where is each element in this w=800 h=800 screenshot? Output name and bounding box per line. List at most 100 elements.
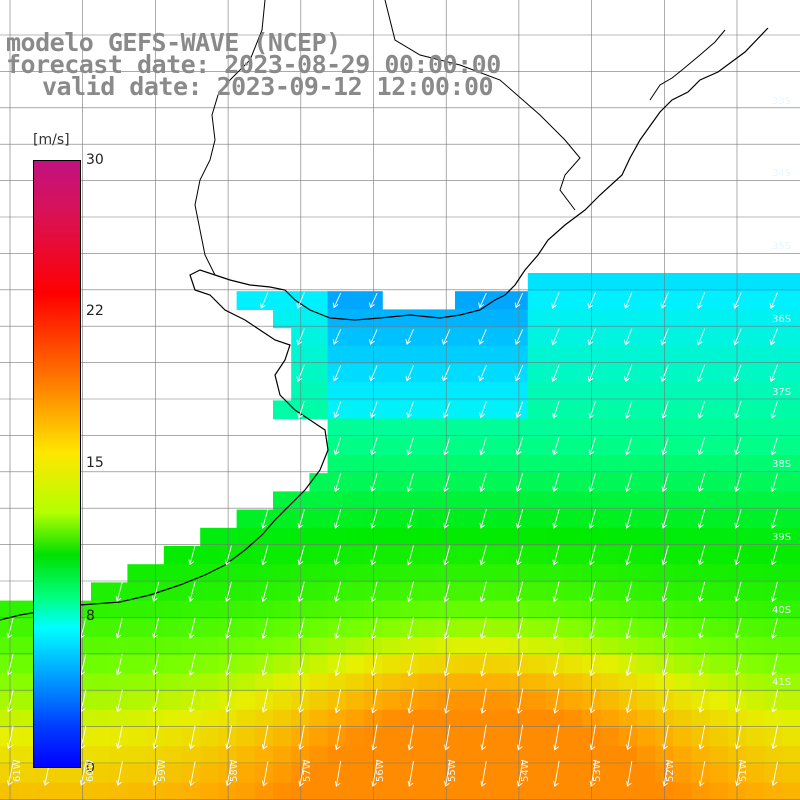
wind-cell — [382, 691, 401, 711]
wind-cell — [0, 655, 19, 674]
wind-cell — [618, 782, 638, 800]
wind-cell — [109, 691, 128, 711]
wind-cell — [709, 782, 729, 800]
wind-arrow — [733, 328, 742, 346]
wind-arrow — [660, 364, 669, 383]
wind-cell — [782, 582, 800, 602]
wind-cell — [746, 728, 765, 747]
wind-arrow — [698, 725, 706, 750]
wind-cell — [782, 728, 800, 747]
wind-cell — [236, 673, 256, 693]
wind-cell — [673, 345, 693, 365]
wind-cell — [673, 527, 693, 547]
wind-arrow — [407, 652, 414, 677]
wind-cell — [163, 582, 183, 602]
wind-cell — [273, 673, 292, 693]
wind-cell — [782, 309, 800, 329]
wind-cell — [127, 709, 147, 729]
wind-cell — [182, 546, 201, 565]
wind-cell — [709, 418, 729, 438]
wind-cell — [746, 327, 765, 347]
wind-cell — [254, 564, 274, 583]
wind-arrow — [698, 689, 706, 713]
wind-cell — [491, 345, 511, 365]
wind-cell — [254, 509, 274, 529]
wind-arrow — [553, 688, 560, 714]
wind-arrow — [332, 292, 342, 309]
wind-cell — [782, 491, 800, 511]
wind-arrow — [589, 652, 596, 677]
wind-cell — [18, 746, 37, 765]
wind-cell — [309, 655, 329, 674]
wind-cell — [600, 382, 620, 401]
wind-cell — [600, 455, 620, 474]
wind-cell — [345, 291, 365, 310]
wind-cell — [746, 764, 765, 784]
wind-arrow — [405, 365, 414, 382]
wind-cell — [91, 709, 110, 729]
wind-cell — [327, 691, 347, 711]
wind-cell — [746, 709, 765, 729]
wind-cell — [491, 491, 511, 511]
wind-cell — [764, 455, 784, 474]
wind-cell — [273, 637, 292, 656]
wind-cell — [527, 327, 547, 347]
wind-arrow — [188, 689, 196, 713]
wind-cell — [764, 691, 784, 711]
wind-cell — [218, 728, 238, 747]
wind-cell — [455, 455, 474, 474]
wind-arrow — [516, 545, 524, 566]
wind-cell — [527, 582, 547, 602]
wind-cell — [782, 709, 800, 729]
wind-arrow — [334, 617, 342, 640]
wind-cell — [746, 546, 765, 565]
wind-cell — [673, 709, 693, 729]
wind-cell — [327, 455, 347, 474]
wind-arrow — [588, 437, 596, 456]
wind-cell — [200, 746, 219, 765]
wind-cell — [527, 691, 547, 711]
lon-label: 61W — [12, 759, 23, 782]
wind-cell — [728, 728, 747, 747]
wind-arrow — [588, 509, 596, 529]
wind-cell — [236, 746, 256, 765]
wind-cell — [309, 527, 329, 547]
wind-cell — [345, 327, 365, 347]
wind-cell — [764, 546, 784, 565]
wind-cell — [600, 291, 620, 310]
wind-arrow — [224, 581, 232, 603]
wind-cell — [764, 582, 784, 602]
wind-arrow — [152, 617, 160, 639]
wind-cell — [637, 436, 656, 456]
wind-cell — [618, 618, 638, 638]
wind-cell — [382, 527, 401, 547]
wind-cell — [527, 382, 547, 401]
wind-arrow — [662, 760, 669, 787]
wind-cell — [163, 564, 183, 583]
lon-label: 58W — [229, 759, 240, 782]
wind-cell — [327, 600, 347, 620]
wind-arrow — [407, 724, 414, 751]
wind-cell — [418, 582, 438, 602]
wind-arrow — [188, 545, 196, 566]
wind-cell — [491, 618, 511, 638]
wind-cell — [746, 746, 765, 765]
wind-arrow — [769, 292, 778, 309]
lon-label: 53W — [592, 759, 603, 782]
wind-cell — [145, 782, 165, 800]
wind-cell — [218, 746, 238, 765]
wind-cell — [345, 382, 365, 401]
wind-arrow — [552, 545, 560, 566]
wind-cell — [200, 728, 219, 747]
wind-arrow — [478, 329, 487, 345]
lat-label: 35S — [772, 241, 792, 252]
wind-cell — [564, 728, 583, 747]
wind-cell — [709, 309, 729, 329]
wind-cell — [200, 673, 219, 693]
wind-arrow — [333, 473, 342, 493]
wind-arrow — [624, 400, 633, 419]
wind-cell — [764, 564, 784, 583]
wind-cell — [527, 345, 547, 365]
wind-cell — [236, 709, 256, 729]
